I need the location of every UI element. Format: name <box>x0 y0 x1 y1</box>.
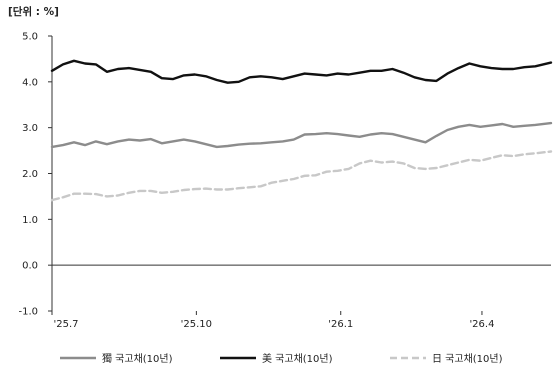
y-tick-label: 4.0 <box>22 77 38 88</box>
y-axis: 5.0 4.0 3.0 2.0 1.0 0.0 -1.0 <box>18 32 53 318</box>
legend-label-1: 美 국고채(10년) <box>262 352 333 365</box>
series-layer <box>50 59 553 202</box>
series-line-0 <box>50 121 553 149</box>
x-axis: '25.7 '25.10 '26.1 '26.4 <box>51 264 551 330</box>
y-tick-label: 2.0 <box>22 169 38 180</box>
legend-label-0: 獨 국고채(10년) <box>102 353 173 365</box>
x-tick-label: '25.10 <box>181 319 212 330</box>
y-tick-label: 3.0 <box>22 123 38 134</box>
legend: 獨 국고채(10년) 美 국고채(10년) 日 국고채(10년) <box>60 352 503 365</box>
y-tick-label: -1.0 <box>18 307 38 318</box>
y-tick-label: 5.0 <box>22 32 38 43</box>
x-tick-label: '26.1 <box>328 319 353 330</box>
unit-label: [단위 : %] <box>8 6 59 18</box>
x-tick-label: '25.7 <box>53 319 78 330</box>
series-line-2 <box>50 150 553 202</box>
y-tick-label: 0.0 <box>22 261 38 272</box>
series-line-1 <box>50 59 553 84</box>
y-tick-label: 1.0 <box>22 215 38 226</box>
legend-label-2: 日 국고채(10년) <box>432 353 503 365</box>
x-tick-label: '26.4 <box>469 319 494 330</box>
